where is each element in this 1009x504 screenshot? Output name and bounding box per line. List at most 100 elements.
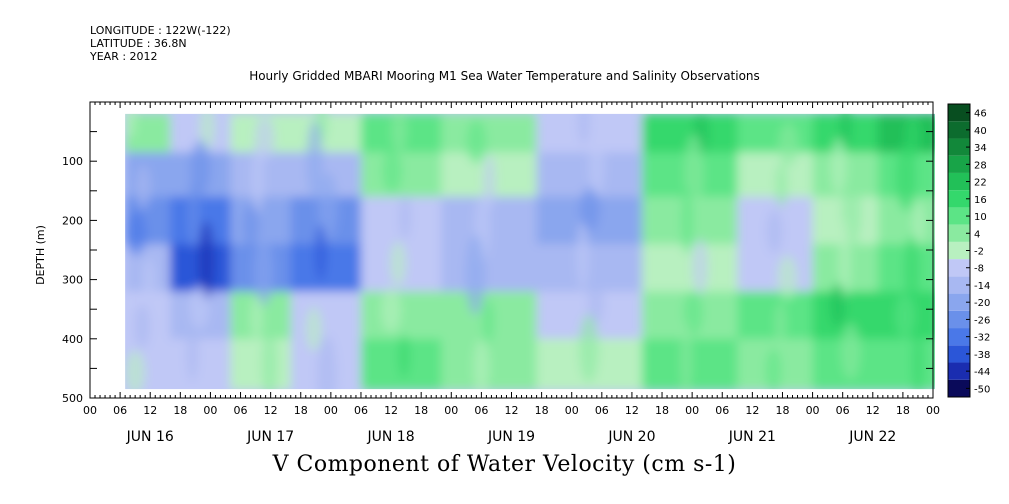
x-tick-label: 06 [836,404,850,417]
colorbar-segment [948,224,970,242]
x-day-label: JUN 18 [367,429,415,445]
x-axis: 00 06 12 18 00 06 12 18 00 06 12 18 00 06 12 18 00 06 12 18… [83,102,940,445]
heatmap-streak [482,299,495,344]
colorbar-segment [948,345,970,363]
colorbar-label: -2 [974,247,984,258]
heatmap-streak [317,172,338,241]
x-tick-label: 12 [625,404,639,417]
x-tick-label: 00 [324,404,338,417]
colorbar-label: -14 [974,281,990,292]
year-label: YEAR : 2012 [90,50,158,63]
heatmap-streak [578,314,599,383]
heatmap-streak [830,138,847,195]
heatmap-streak [398,334,411,379]
x-day-label: JUN 19 [487,429,535,445]
x-tick-label: 00 [565,404,579,417]
heatmap-streak [134,304,151,349]
colorbar-segment [948,328,970,346]
heatmap-streak [829,283,846,328]
colorbar-label: 40 [974,126,987,137]
colorbar-label: 34 [974,143,987,154]
heatmap-streak [483,154,496,211]
x-day-label: JUN 17 [246,429,294,445]
colorbar-label: 4 [974,229,980,240]
colorbar-segment [948,172,970,191]
y-tick-label: 300 [62,274,83,287]
heatmap-streak [894,294,915,339]
heatmap-cell [441,113,538,154]
heatmap-streak [766,209,783,254]
colorbar-segment [948,207,970,225]
x-tick-label: 12 [866,404,880,417]
x-tick-label: 06 [354,404,368,417]
heatmap-streak [466,119,487,164]
x-tick-label: 18 [173,404,187,417]
x-day-label: JUN 16 [126,429,174,445]
heatmap-streak [199,113,216,150]
heatmap-streak [390,241,407,286]
heatmap-streak [125,350,146,390]
heatmap-cell [360,291,443,340]
heatmap-streak [314,224,327,281]
heatmap-streak [135,165,152,210]
x-tick-label: 00 [83,404,97,417]
colorbar-segment [948,293,970,311]
x-tick-label: 00 [685,404,699,417]
heatmap-streak [382,149,403,194]
heatmap-streak [198,220,215,301]
colorbar-label: 46 [974,109,987,120]
heatmap-streak [765,348,782,390]
x-tick-label: 00 [203,404,217,417]
colorbar-segment [948,138,970,156]
heatmap-cell [441,338,538,390]
heatmap-cell [536,244,643,293]
x-tick-label: 18 [414,404,428,417]
heatmap-streak [242,203,259,248]
heatmap-streak [692,238,709,295]
y-tick-label: 500 [62,392,83,405]
heatmap-cells [125,113,935,390]
heatmap-streak [143,257,156,302]
x-tick-label: 12 [264,404,278,417]
heatmap-streak [190,140,211,197]
colorbar-segment [948,104,970,122]
heatmap-streak [838,218,851,299]
heatmap-streak [912,201,925,246]
x-tick-label: 18 [535,404,549,417]
heatmap-cell [737,113,814,154]
x-tick-label: 06 [474,404,488,417]
heatmap-streak [251,145,264,214]
colorbar-label: -32 [974,333,990,344]
colorbar-segment [948,259,970,277]
heatmap-cell [290,291,362,340]
heatmap-cell [441,244,538,293]
x-day-label: JUN 20 [607,429,655,445]
x-axis-title: V Component of Water Velocity (cm s-1) [272,452,737,477]
heatmap-streak [778,122,799,167]
heatmap-cell [737,152,814,198]
y-tick-label: 200 [62,214,83,227]
heatmap-streak [777,255,798,300]
heatmap-streak [577,113,590,145]
heatmap-cell [877,338,935,390]
colorbar: 46 40 34 28 22 16 10 4 -2 -8 -14 -20 -26 -32 -38 -44 -50 [947,103,990,398]
heatmap-streak [839,113,852,148]
heatmap-streak [774,302,787,347]
heatmap-streak [588,129,605,198]
colorbar-label: -50 [974,384,990,395]
colorbar-segment [948,190,970,208]
colorbar-segment [948,241,970,260]
colorbar-segment [948,155,970,173]
x-tick-label: 06 [715,404,729,417]
plot-title: Hourly Gridded MBARI Mooring M1 Sea Wate… [249,69,760,83]
heatmap-streak [840,323,861,380]
heatmap-streak [306,120,323,201]
colorbar-segment [948,310,970,329]
x-tick-label: 12 [143,404,157,417]
heatmap-field [125,113,935,390]
colorbar-label: -44 [974,367,990,378]
longitude-label: LONGITUDE : 122W(-122) [90,24,231,37]
x-day-label: JUN 22 [848,429,896,445]
heatmap-streak [465,234,486,315]
heatmap-streak [579,187,600,232]
